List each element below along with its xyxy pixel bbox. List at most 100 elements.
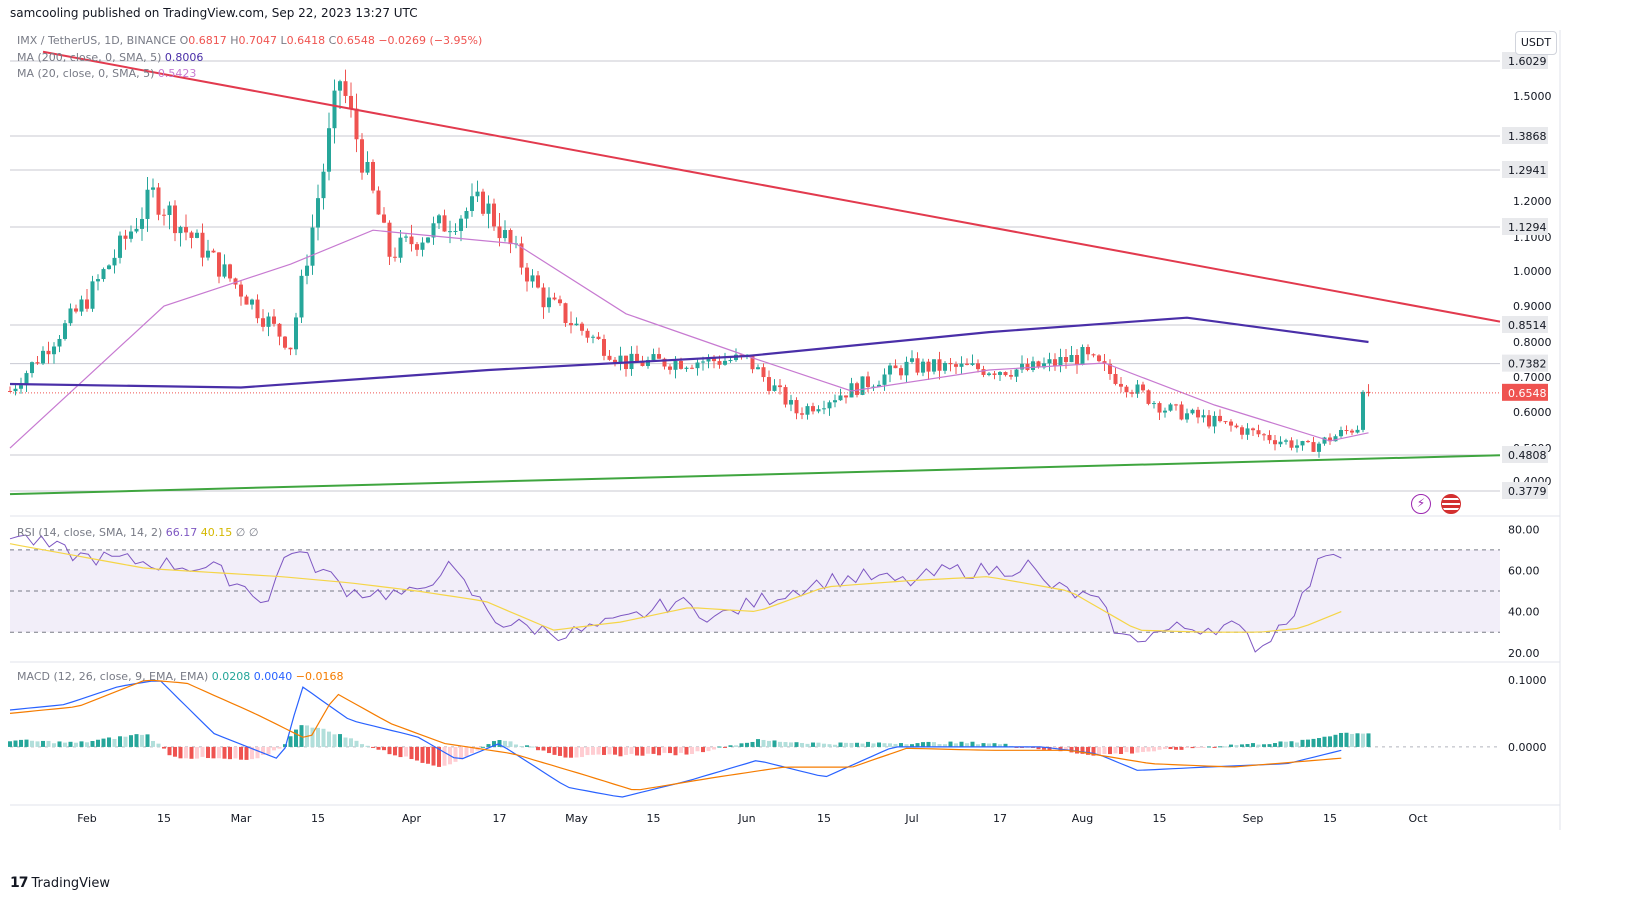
candle-body — [85, 299, 89, 309]
macd-histogram-bar — [1317, 738, 1321, 747]
macd-histogram-bar — [1141, 746, 1145, 752]
candle-body — [651, 354, 656, 360]
candle-body — [739, 354, 744, 356]
candle-body — [1097, 355, 1101, 362]
macd-histogram-bar — [778, 741, 782, 747]
price-level-box — [1502, 354, 1548, 372]
macd-histogram-bar — [811, 742, 815, 747]
lightning-icon[interactable]: ⚡ — [1411, 494, 1431, 514]
macd-histogram-bar — [338, 734, 342, 747]
macd-histogram-bar — [629, 746, 634, 754]
price-legend: IMX / TetherUS, 1D, BINANCE O0.6817 H0.7… — [17, 34, 483, 47]
candle-body — [816, 409, 821, 412]
candle-body — [756, 367, 760, 370]
candle-body — [1069, 355, 1074, 363]
macd-histogram-bar — [1284, 741, 1288, 747]
macd-histogram-bar — [118, 736, 122, 747]
candle-body — [761, 367, 766, 378]
macd-histogram-bar — [871, 743, 876, 747]
price-grid — [10, 60, 1500, 492]
candle-body — [173, 205, 177, 234]
candle-body — [827, 402, 832, 409]
chart-canvas[interactable]: 1.50001.20001.10001.00000.90000.80000.70… — [0, 0, 1634, 870]
time-tick-label: 17 — [493, 812, 507, 825]
macd-histogram-bar — [1207, 746, 1211, 748]
candle-body — [404, 236, 408, 238]
candle-body — [607, 355, 612, 360]
candle-body — [1168, 404, 1173, 411]
support-trendline[interactable] — [9, 454, 1501, 496]
candle-body — [294, 317, 298, 350]
macd-histogram-bar — [107, 737, 111, 747]
candle-body — [635, 353, 639, 362]
rsi-tick-label: 60.00 — [1508, 564, 1540, 577]
macd-histogram-bar — [926, 741, 931, 747]
macd-histogram-bar — [1251, 743, 1255, 747]
time-tick-label: May — [565, 812, 588, 825]
candle-body — [46, 350, 51, 355]
resistance-trendline[interactable] — [42, 50, 1501, 323]
macd-histogram-bar — [486, 744, 491, 747]
macd-histogram-bar — [1240, 744, 1244, 747]
candle-body — [1190, 409, 1195, 414]
candle-body — [1080, 346, 1085, 365]
macd-histogram-bar — [74, 742, 78, 747]
candle-body — [866, 376, 870, 388]
candle-body — [1201, 415, 1206, 418]
open-value: 0.6817 — [188, 34, 227, 47]
macd-histogram-bar — [1047, 746, 1052, 751]
macd-histogram-bar — [360, 744, 364, 747]
candle-body — [1267, 434, 1272, 441]
candle-body — [1344, 430, 1349, 432]
macd-histogram-bar — [503, 740, 507, 747]
macd-histogram-bar — [1350, 733, 1354, 747]
time-tick-label: 15 — [1153, 812, 1167, 825]
candle-body — [849, 383, 854, 398]
candle-body — [1119, 383, 1123, 387]
macd-histogram-bar — [459, 746, 463, 760]
candle-body — [1036, 361, 1041, 368]
candle-body — [657, 354, 661, 359]
candle-body — [679, 360, 683, 369]
price-level-label: 1.3868 — [1508, 130, 1547, 143]
candle-body — [1075, 355, 1079, 365]
macd-histogram-bar — [35, 741, 40, 747]
time-tick-label: 15 — [817, 812, 831, 825]
candle-body — [145, 189, 150, 219]
macd-histogram-bar — [129, 735, 133, 747]
macd-histogram-bar — [1234, 745, 1239, 747]
candle-body — [833, 400, 837, 403]
candle-body — [13, 388, 18, 392]
candle-body — [838, 395, 843, 401]
candle-body — [981, 369, 986, 375]
macd-histogram-bar — [206, 746, 210, 759]
currency-button[interactable]: USDT — [1515, 31, 1557, 55]
candle-body — [910, 358, 914, 362]
ma20-value: 0.5423 — [157, 67, 197, 80]
macd-histogram-bar — [1075, 746, 1079, 754]
candle-body — [305, 265, 309, 276]
candle-body — [844, 395, 848, 398]
us-flag-icon[interactable] — [1441, 494, 1461, 514]
price-tick-label: 0.6000 — [1513, 406, 1552, 419]
rsi-ma-line — [9, 543, 1342, 633]
candle-body — [79, 299, 84, 312]
candle-body — [948, 362, 953, 365]
macd-histogram-bar — [860, 743, 865, 747]
macd-histogram-bar — [409, 746, 414, 760]
candle-body — [178, 227, 183, 234]
candle-body — [992, 373, 997, 375]
candle-body — [123, 235, 128, 239]
candle-body — [1179, 404, 1184, 420]
macd-histogram-bar — [1218, 746, 1222, 748]
macd-histogram-bar — [277, 746, 282, 749]
macd-histogram-bar — [1179, 746, 1184, 750]
macd-histogram-bar — [844, 742, 848, 747]
macd-histogram-bar — [833, 744, 837, 747]
candle-body — [1025, 363, 1030, 370]
macd-histogram-bar — [756, 739, 760, 747]
macd-histogram-bar — [211, 746, 216, 759]
rsi-pane: 80.00 60.00 40.00 20.00 — [9, 523, 1540, 660]
macd-histogram-bar — [343, 737, 348, 747]
candle-body — [1245, 428, 1250, 435]
